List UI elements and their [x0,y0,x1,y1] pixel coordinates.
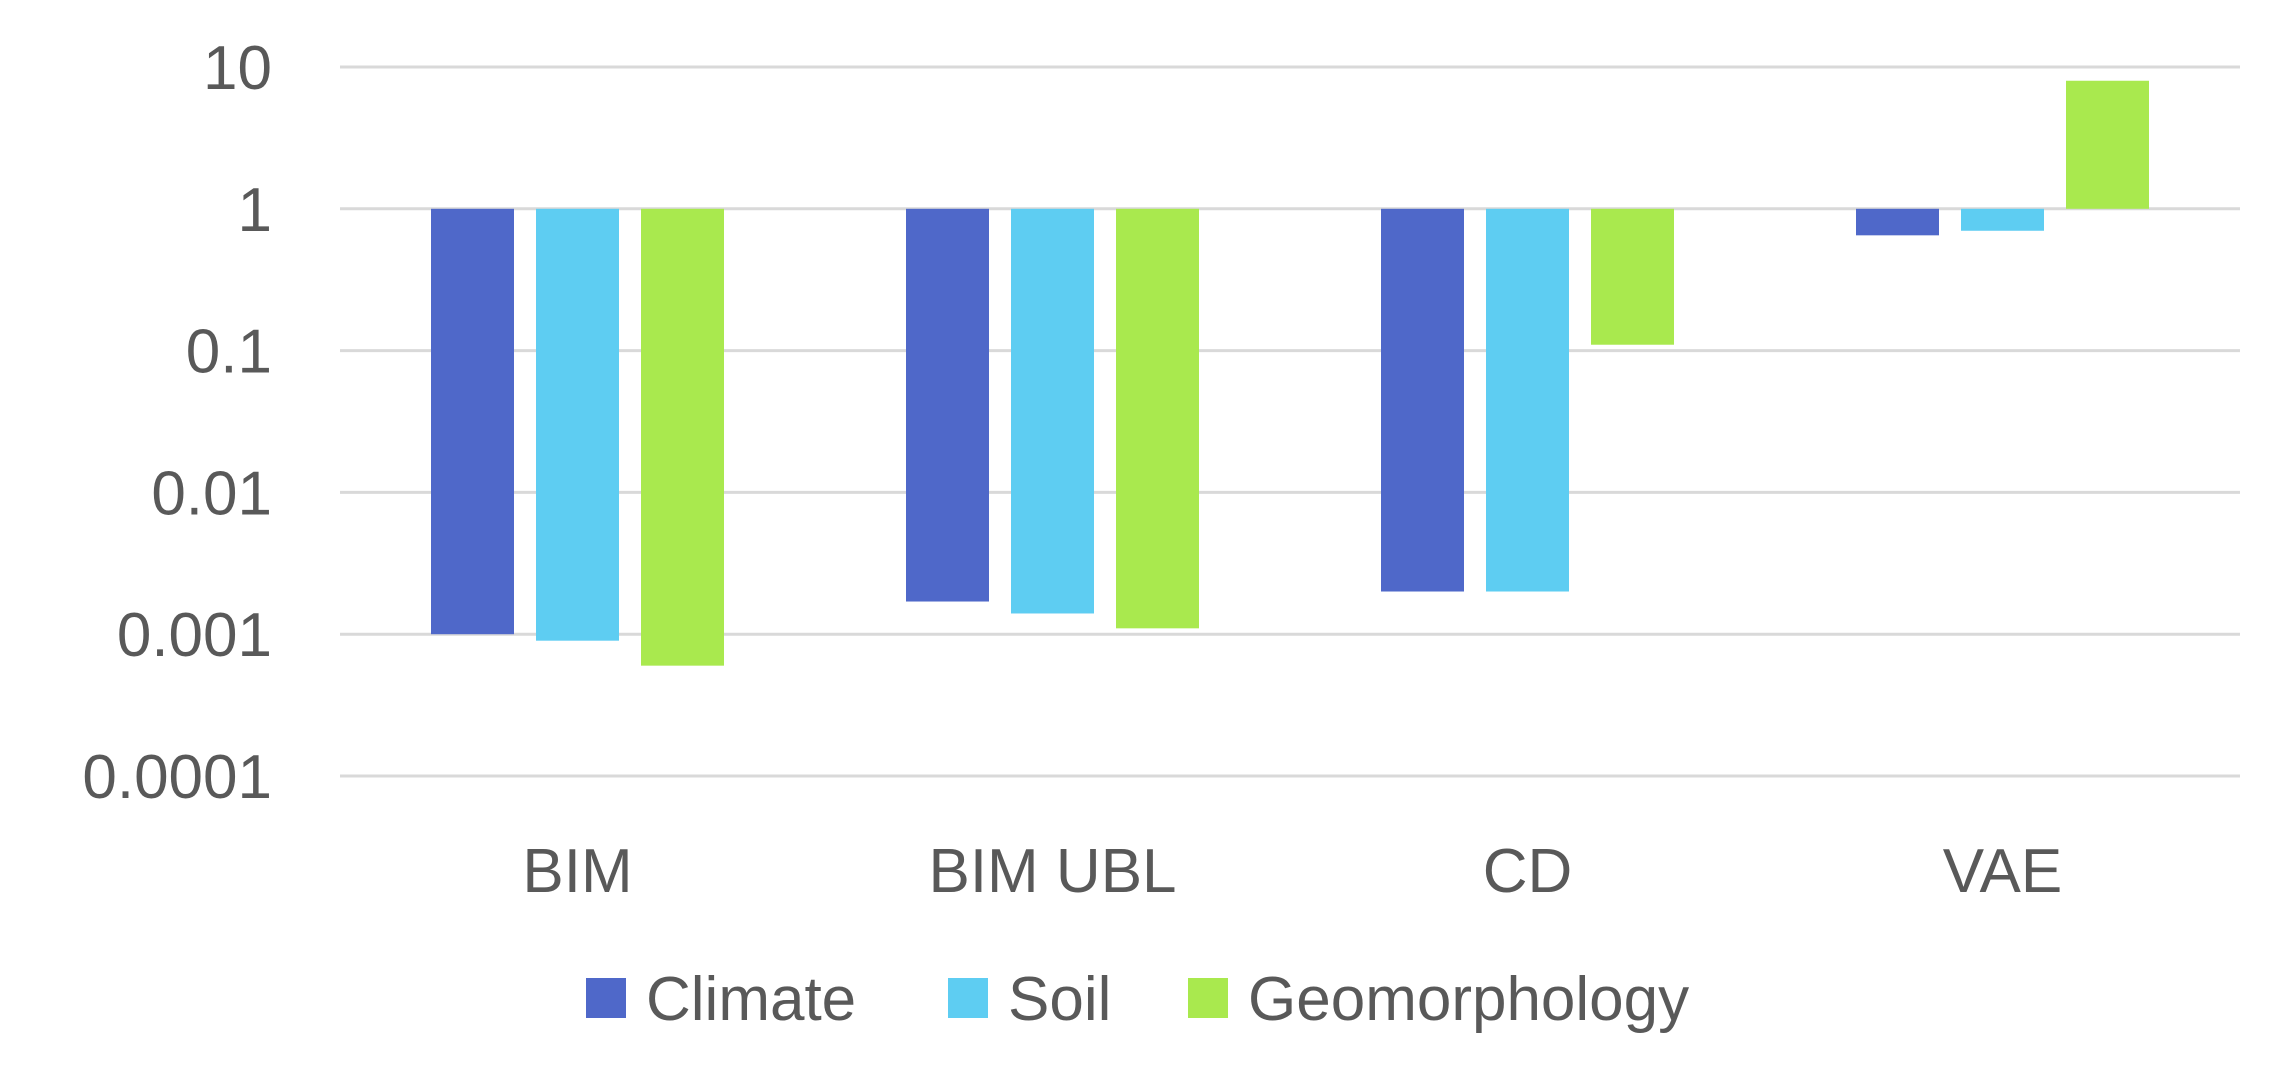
bar-climate-cd [1381,208,1464,592]
bar-soil-cd [1486,208,1569,592]
bars [431,80,2149,666]
bar-geomorphology-cd [1591,208,1674,345]
legend-swatch-climate [586,978,626,1018]
y-axis-tick-labels: 10 1 0.1 0.01 0.001 0.0001 [82,34,272,812]
bar-climate-vae [1856,208,1939,236]
y-tick-label: 0.01 [151,459,272,528]
x-category-label: VAE [1943,837,2062,906]
y-tick-label: 1 [238,176,272,245]
bar-geomorphology-bim-ubl [1116,208,1199,629]
legend-swatch-geomorphology [1188,978,1228,1018]
bar-geomorphology-bim [641,208,724,666]
y-tick-label: 0.1 [186,318,272,387]
legend-label-climate: Climate [646,965,856,1034]
bar-climate-bim-ubl [906,208,989,602]
x-category-label: BIM UBL [928,837,1176,906]
bar-geomorphology-vae [2066,80,2149,209]
bar-climate-bim [431,208,514,635]
bar-soil-bim [536,208,619,641]
legend-label-soil: Soil [1008,965,1111,1034]
bar-soil-bim-ubl [1011,208,1094,614]
y-tick-label: 0.001 [117,601,272,670]
gridlines [340,65,2240,778]
x-axis-category-labels: BIM BIM UBL CD VAE [522,837,2062,906]
bar-soil-vae [1961,208,2044,231]
y-tick-label: 0.0001 [82,743,272,812]
legend-swatch-soil [948,978,988,1018]
legend: Climate Soil Geomorphology [586,965,1689,1034]
y-tick-label: 10 [203,34,272,103]
x-category-label: BIM [522,837,632,906]
x-category-label: CD [1483,837,1573,906]
legend-label-geomorphology: Geomorphology [1248,965,1689,1034]
